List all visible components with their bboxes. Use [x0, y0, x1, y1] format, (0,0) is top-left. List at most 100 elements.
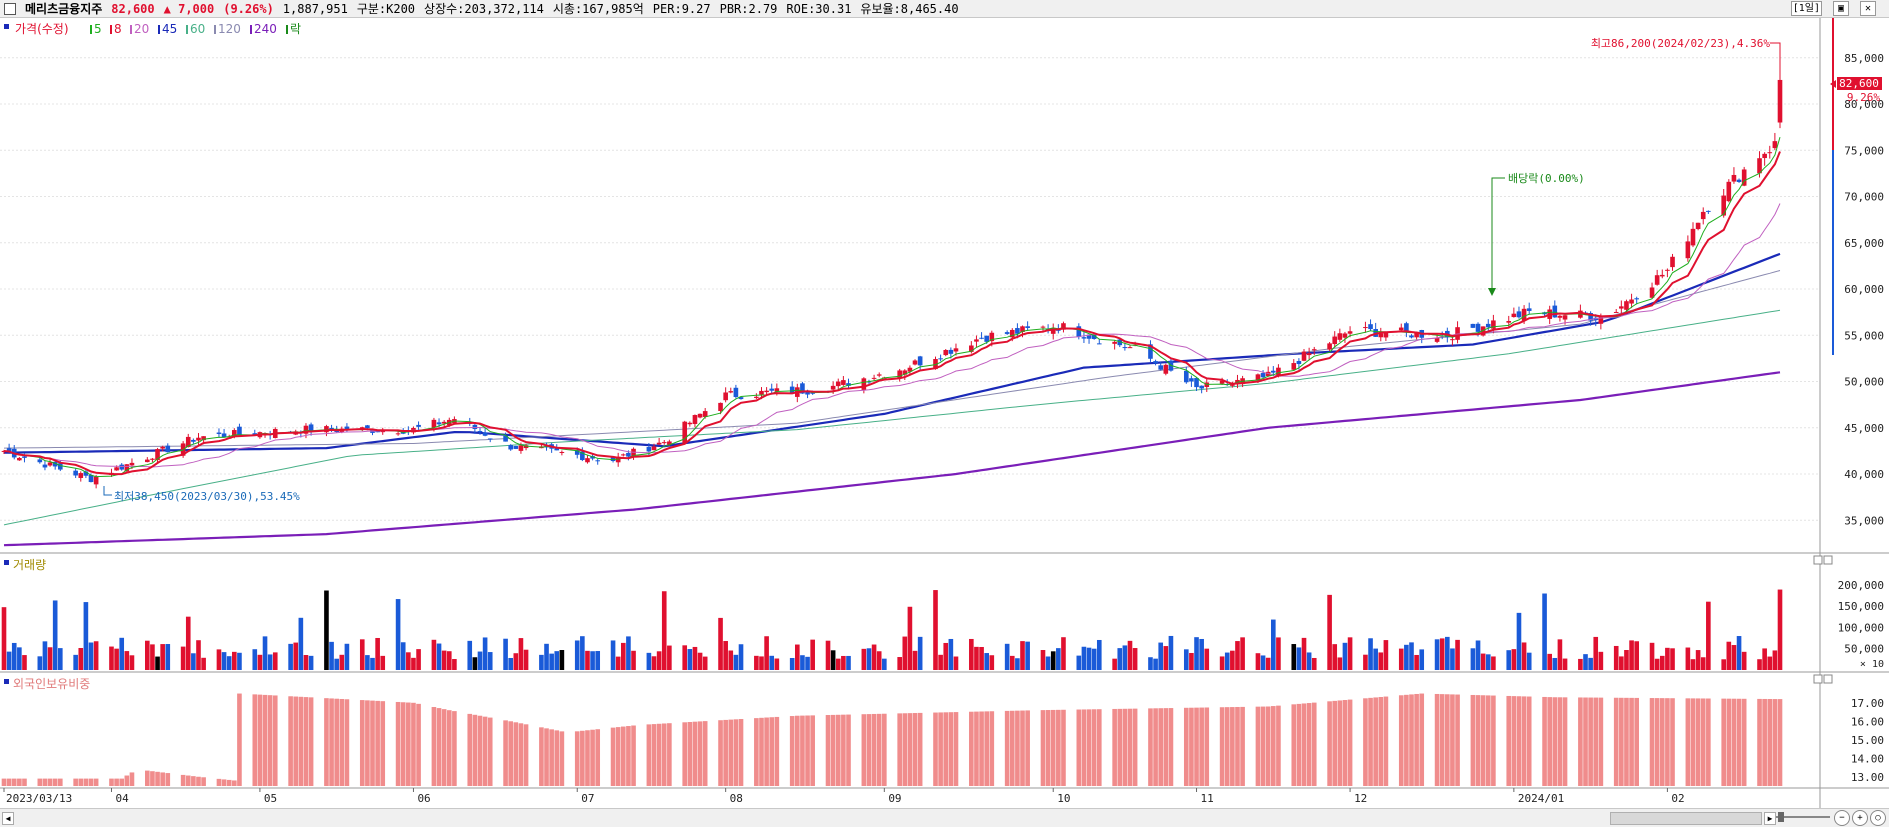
volume-bar [523, 649, 529, 670]
foreign-bar [861, 714, 867, 786]
foreign-bar [503, 720, 508, 786]
scroll-thumb[interactable] [1610, 812, 1762, 825]
candle-body [1404, 323, 1409, 332]
foreign-bar [1373, 697, 1378, 786]
volume-bar [912, 650, 918, 670]
foreign-bar [825, 715, 831, 786]
volume-bar [1050, 651, 1056, 670]
period-button[interactable]: [1일] [1790, 1, 1822, 16]
zoom-reset-icon[interactable]: ○ [1870, 810, 1886, 826]
window-restore-icon[interactable]: ▣ [1833, 1, 1849, 16]
foreign-bar [917, 712, 923, 786]
volume-pane-controls[interactable] [1813, 555, 1833, 565]
volume-bar [1122, 645, 1128, 670]
volume-bar [416, 649, 421, 670]
volume-bar [73, 654, 78, 670]
volume-bar [651, 656, 657, 670]
price-change-pct: (9.26%) [223, 1, 274, 16]
zoom-out-icon[interactable]: − [1834, 810, 1850, 826]
chart-scrollbar[interactable]: ◀ ▶ − + ○ [0, 808, 1889, 827]
volume-bar [42, 641, 48, 670]
volume-bar [1112, 658, 1117, 670]
zoom-in-icon[interactable]: + [1852, 810, 1868, 826]
foreign-bar [1706, 698, 1711, 786]
scroll-right-icon[interactable]: ▶ [1764, 812, 1776, 825]
volume-bar [1363, 654, 1368, 670]
foreign-bar [626, 726, 631, 786]
foreign-bar [1409, 694, 1414, 786]
foreign-bar [933, 712, 938, 786]
foreign-bar [288, 696, 293, 786]
foreign-bar [1337, 700, 1343, 786]
zoom-slider-track[interactable] [1776, 816, 1830, 818]
volume-bar [897, 657, 902, 670]
header-checkbox[interactable] [4, 2, 16, 15]
price-tick-label: 75,000 [1844, 144, 1884, 157]
volume-bar [1383, 640, 1389, 670]
foreign-bar [22, 778, 27, 786]
candle-body [472, 424, 478, 430]
foreign-bar [754, 718, 759, 786]
foreign-pane-maximize-icon[interactable] [1813, 674, 1823, 684]
volume-bar [37, 656, 43, 670]
foreign-bar [272, 695, 278, 786]
volume-pane-close-icon[interactable] [1823, 555, 1833, 565]
foreign-bar [1020, 710, 1025, 786]
volume-bar [1219, 656, 1225, 670]
foreign-bar [1598, 697, 1604, 786]
volume-bar [1485, 654, 1491, 670]
volume-bar [544, 643, 549, 670]
price-tick-label: 45,000 [1844, 422, 1884, 435]
candle-body [1506, 320, 1512, 323]
candle-body [477, 430, 483, 432]
volume-pane-maximize-icon[interactable] [1813, 555, 1823, 565]
volume-bar [1265, 657, 1271, 670]
foreign-bar [871, 713, 877, 786]
candle-body [395, 433, 401, 435]
candle-body [1061, 323, 1066, 330]
volume-bar [508, 657, 514, 670]
candle-body [1194, 378, 1199, 388]
foreign-bar [232, 780, 237, 786]
volume-bar [1132, 648, 1138, 670]
stock-chart[interactable]: 35,000 40,000 45,000 50,000 55,000 60,000 65,0… [0, 18, 1889, 808]
foreign-bar [539, 727, 544, 786]
candle-body [1020, 326, 1025, 332]
price-tick-label: 55,000 [1844, 329, 1884, 342]
moving-average-lines [3, 252, 1781, 547]
foreign-bar [221, 779, 227, 786]
foreign-pane-close-icon[interactable] [1823, 674, 1833, 684]
legend-label-7: 락 [290, 22, 301, 36]
candle-body [150, 458, 155, 460]
foreign-bar [1665, 698, 1670, 786]
volume-bar [1148, 657, 1153, 670]
foreign-pane-controls[interactable] [1813, 674, 1833, 684]
foreign-bar [129, 772, 135, 786]
candle-body [365, 425, 370, 429]
foreign-bar [651, 724, 657, 786]
volume-bar [487, 652, 493, 670]
foreign-bar [1419, 693, 1425, 786]
foreign-bar [431, 707, 437, 786]
volume-bar [1470, 648, 1476, 670]
volume-bar [1240, 637, 1245, 670]
x-tick-label: 07 [581, 792, 594, 805]
foreign-bar [1654, 698, 1660, 786]
foreign-bar [1301, 703, 1307, 786]
foreign-bar [1148, 708, 1153, 786]
candle-body [1122, 347, 1128, 349]
candle-body [1112, 341, 1117, 344]
volume-bar [1598, 651, 1604, 670]
zoom-slider-knob[interactable] [1778, 812, 1784, 822]
dividend-annotation: 배당락(0.00%) [1488, 172, 1585, 296]
roe-value: ROE:30.31 [786, 1, 852, 16]
scroll-left-icon[interactable]: ◀ [2, 812, 14, 825]
foreign-bar [359, 700, 365, 786]
candle-body [1363, 327, 1368, 329]
foreign-bar [1562, 697, 1568, 786]
candle-body [114, 467, 119, 471]
candle-body [1613, 311, 1619, 313]
close-icon[interactable]: ✕ [1860, 1, 1876, 16]
volume-bar [380, 655, 386, 670]
volume-bar [308, 655, 314, 670]
